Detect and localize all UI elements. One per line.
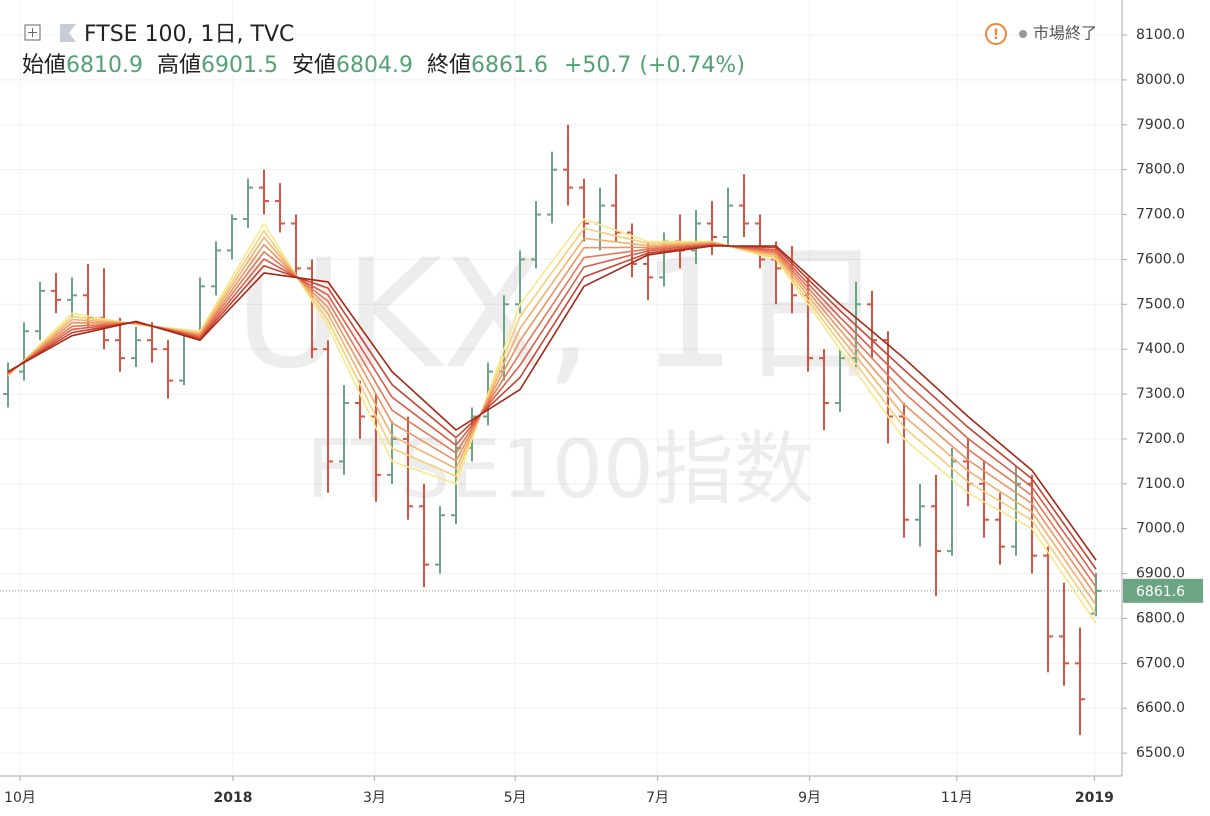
x-tick-label: 2018 — [213, 790, 252, 806]
y-tick-label: 7600.0 — [1136, 251, 1185, 267]
ohlc-bar — [387, 420, 397, 484]
ohlc-bar — [1043, 546, 1053, 673]
ohlc-bar — [259, 169, 269, 215]
legend-value: 6861.6 — [471, 53, 548, 78]
ohlc-bar — [19, 322, 29, 381]
moving-average — [7, 236, 1097, 606]
change: +50.7 — [564, 53, 631, 78]
y-tick-label: 7800.0 — [1136, 162, 1185, 178]
moving-average — [7, 243, 1097, 588]
ohlc-bar — [835, 349, 845, 413]
ohlc-bar — [291, 214, 301, 278]
y-tick-label: 8100.0 — [1136, 27, 1185, 43]
ohlc-bar — [51, 272, 61, 314]
y-tick-label: 6900.0 — [1136, 566, 1185, 582]
ohlc-bar — [531, 201, 541, 269]
ohlc-bar — [931, 474, 941, 597]
moving-average — [7, 227, 1097, 615]
moving-average — [7, 243, 1097, 579]
moving-average — [7, 245, 1097, 561]
ohlc-bar — [403, 416, 413, 520]
legend-label: 高値 — [157, 53, 201, 78]
ohlc-bar — [275, 183, 285, 233]
ohlc-bar — [691, 210, 701, 264]
legend-label: 始値 — [22, 53, 66, 78]
header: FTSE 100, 1日, TVC 始値6810.9 高値6901.5 安値6804… — [22, 22, 1097, 78]
y-tick-label: 6500.0 — [1136, 745, 1185, 761]
watermark-sub: FTSE100指数 — [306, 423, 814, 516]
y-tick-label: 7200.0 — [1136, 431, 1185, 447]
ohlc-bar — [307, 259, 317, 359]
ohlc-bar — [1059, 582, 1069, 686]
ohlc-bar — [579, 178, 589, 242]
x-tick-label: 11月 — [941, 790, 973, 806]
y-tick-label: 7100.0 — [1136, 476, 1185, 492]
ohlc-bar — [323, 340, 333, 493]
x-tick-label: 7月 — [646, 790, 669, 806]
grid — [0, 0, 1122, 776]
ohlc-bar — [147, 322, 157, 363]
y-tick-label: 7500.0 — [1136, 296, 1185, 312]
flag-icon — [60, 24, 76, 42]
ohlc-bar — [131, 326, 141, 368]
ohlc-bar — [563, 124, 573, 206]
ohlc-bar — [115, 317, 125, 372]
legend-value: 6810.9 — [66, 53, 143, 78]
change-pct: (+0.74%) — [639, 53, 745, 78]
ohlc-bar — [355, 380, 365, 439]
ohlc-bar — [995, 492, 1005, 565]
legend-label: 安値 — [292, 53, 336, 78]
y-tick-label: 6600.0 — [1136, 700, 1185, 716]
ohlc-bar — [163, 340, 173, 399]
ohlc-bar — [35, 281, 45, 341]
last-price-box — [1123, 578, 1203, 603]
moving-average — [7, 244, 1097, 570]
alert-icon[interactable] — [985, 23, 1007, 45]
y-tick-label: 7000.0 — [1136, 521, 1185, 537]
ohlc-bar — [227, 214, 237, 260]
ohlc-bar — [547, 151, 557, 224]
x-tick-label: 2019 — [1075, 790, 1114, 806]
y-tick-label: 8000.0 — [1136, 72, 1185, 88]
y-tick-label: 7900.0 — [1136, 117, 1185, 133]
y-tick-label: 7700.0 — [1136, 207, 1185, 223]
x-tick-label: 10月 — [4, 790, 36, 806]
legend-value: 6804.9 — [336, 53, 413, 78]
axes: 6500.0 6600.0 6700.0 6800.0 6900.0 7000.0 7100… — [4, 27, 1203, 806]
legend-label: 終値 — [427, 53, 471, 78]
ohlc-legend: 始値6810.9 高値6901.5 安値6804.9 終値6861.6 +50.7 (+0… — [22, 53, 745, 78]
x-tick-label: 3月 — [363, 790, 386, 806]
symbol[interactable]: FTSE 100, 1日, TVC — [84, 22, 294, 47]
ohlc-bar — [755, 214, 765, 269]
status-dot — [1019, 30, 1027, 38]
y-tick-label: 6800.0 — [1136, 610, 1185, 626]
market-status: 市場終了 — [1033, 24, 1097, 43]
y-tick-label: 6700.0 — [1136, 655, 1185, 671]
expand-icon[interactable] — [24, 24, 41, 41]
ohlc-bar — [819, 349, 829, 430]
ohlc-bar — [211, 241, 221, 296]
ohlc-bar — [915, 483, 925, 547]
ohlc-bar — [979, 461, 989, 538]
ohlc-bar — [339, 385, 349, 475]
ohlc-bar — [243, 178, 253, 228]
x-tick-label: 9月 — [798, 790, 821, 806]
marks — [0, 124, 1122, 736]
ohlc-bar — [739, 174, 749, 237]
last-price-label: 6861.6 — [1136, 584, 1185, 600]
alert-icon: ! — [993, 27, 999, 43]
y-tick-label: 7400.0 — [1136, 341, 1185, 357]
ohlc-bar — [435, 506, 445, 574]
legend-value: 6901.5 — [201, 53, 278, 78]
ohlc-bar — [1075, 627, 1085, 736]
ohlc-bar — [723, 187, 733, 246]
ohlc-bar — [419, 483, 429, 588]
y-tick-label: 7300.0 — [1136, 386, 1185, 402]
ohlc-bar — [899, 403, 909, 538]
moving-average — [7, 218, 1097, 624]
ohlc-bar — [67, 277, 77, 318]
x-tick-label: 5月 — [504, 790, 527, 806]
